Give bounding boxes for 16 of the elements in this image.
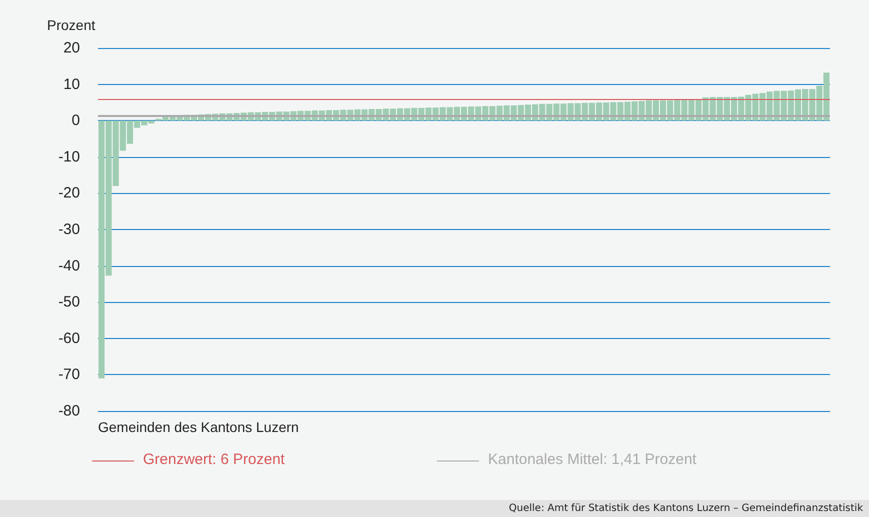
y-tick-label: -40 <box>58 257 80 274</box>
x-axis-title: Gemeinden des Kantons Luzern <box>98 419 299 435</box>
y-tick-label: 20 <box>63 40 80 56</box>
y-axis-title: Prozent <box>47 17 96 33</box>
y-tick-label: -80 <box>58 402 80 420</box>
y-tick-label: 0 <box>72 112 80 130</box>
y-tick-label: -50 <box>58 294 80 311</box>
y-tick-label: -20 <box>58 184 80 202</box>
y-tick-label: -10 <box>58 148 80 166</box>
legend-label: Grenzwert: 6 Prozent <box>143 451 286 468</box>
y-tick-label: -30 <box>58 221 80 238</box>
y-tick-label: -60 <box>58 330 80 347</box>
y-tick-label: 10 <box>63 76 80 93</box>
source-note: Quelle: Amt für Statistik des Kantons Luzern – Gemeindefinanzstatistik <box>0 500 869 517</box>
y-tick-label: -70 <box>58 366 80 384</box>
legend-label: Kantonales Mittel: 1,41 Prozent <box>488 451 698 468</box>
